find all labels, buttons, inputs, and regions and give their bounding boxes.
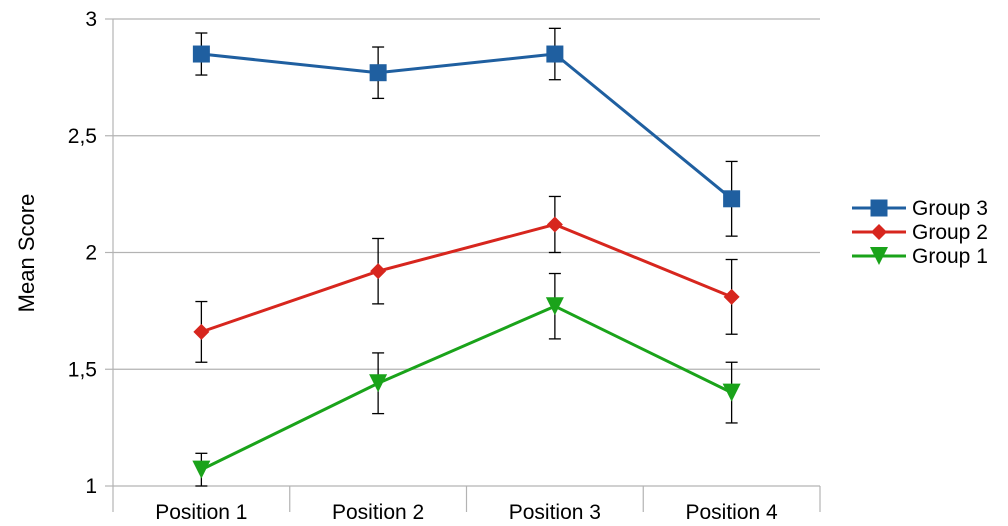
data-point bbox=[193, 323, 210, 340]
series-group-3 bbox=[192, 27, 741, 237]
x-tick-label: Position 1 bbox=[155, 501, 247, 524]
series-line bbox=[201, 52, 733, 200]
legend-item: Group 2 bbox=[852, 221, 988, 244]
gridlines bbox=[113, 18, 820, 370]
data-point bbox=[545, 297, 564, 316]
data-point bbox=[546, 216, 563, 233]
x-tick-label: Position 4 bbox=[686, 501, 779, 524]
y-tick-label: 1 bbox=[85, 475, 97, 498]
legend-label: Group 2 bbox=[912, 221, 988, 244]
legend-swatch-marker bbox=[871, 224, 887, 240]
series-group-2 bbox=[193, 195, 740, 363]
y-tick-label: 1,5 bbox=[68, 358, 97, 381]
series bbox=[192, 27, 741, 487]
x-tick-label: Position 2 bbox=[332, 501, 424, 524]
data-point bbox=[192, 460, 211, 479]
data-point bbox=[369, 374, 388, 393]
y-tick-label: 2,5 bbox=[68, 125, 97, 148]
axes bbox=[105, 18, 821, 512]
data-point bbox=[546, 45, 564, 63]
data-point bbox=[723, 288, 740, 305]
data-point bbox=[192, 45, 210, 63]
legend-label: Group 3 bbox=[912, 197, 988, 220]
series-line bbox=[200, 304, 733, 472]
y-tick-label: 3 bbox=[85, 8, 97, 31]
x-tick-label: Position 3 bbox=[509, 501, 601, 524]
x-tick-labels: Position 1 Position 2 Position 3 Position 4 bbox=[155, 501, 778, 524]
data-point bbox=[369, 64, 387, 82]
series-line bbox=[200, 222, 733, 334]
legend-item: Group 1 bbox=[852, 245, 988, 268]
y-tick-label: 2 bbox=[85, 242, 97, 265]
data-point bbox=[723, 190, 741, 208]
data-point bbox=[370, 263, 387, 280]
legend-item: Group 3 bbox=[852, 197, 988, 220]
data-point bbox=[722, 383, 741, 402]
legend-label: Group 1 bbox=[912, 245, 988, 268]
y-axis-title: Mean Score bbox=[14, 194, 39, 313]
legend-swatch-marker bbox=[870, 199, 888, 217]
series-group-1 bbox=[192, 272, 741, 487]
legend-swatch-marker bbox=[870, 247, 888, 265]
y-tick-labels: 1 1,5 2 2,5 3 bbox=[68, 8, 97, 498]
